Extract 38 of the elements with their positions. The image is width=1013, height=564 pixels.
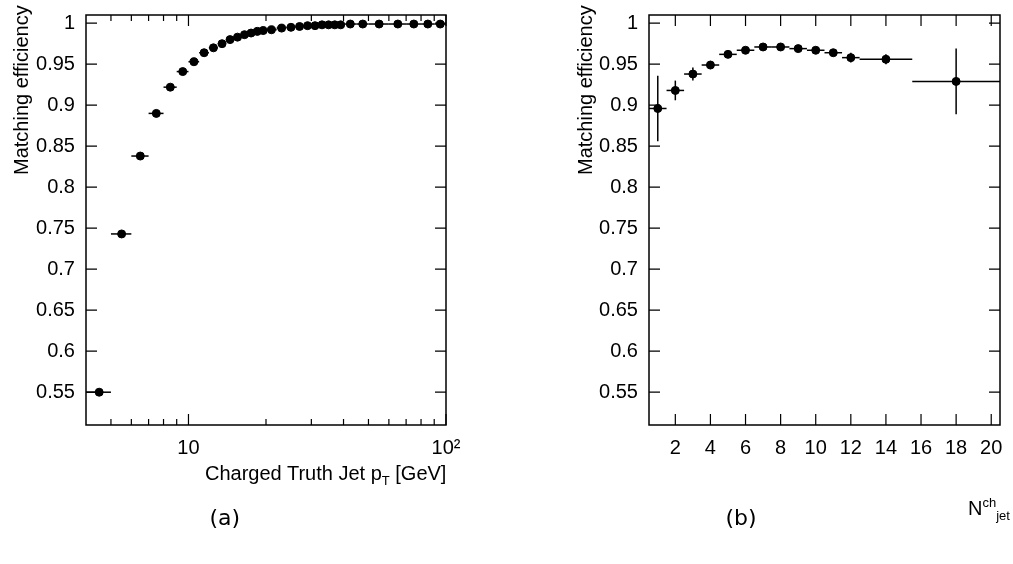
y-tick-label: 0.75 xyxy=(599,215,638,238)
x-tick-label: 12 xyxy=(839,435,862,458)
y-tick-label: 0.8 xyxy=(47,174,75,197)
x-tick-label: 4 xyxy=(704,435,716,458)
x-tick-label: 6 xyxy=(739,435,752,458)
x-axis-title: Charged Truth Jet p$_{T}$ [GeV] xyxy=(205,462,447,488)
x-tick-label: 16 xyxy=(909,435,933,458)
y-tick-label: 0.65 xyxy=(36,297,75,320)
x-tick-label: 14 xyxy=(874,435,898,458)
y-tick-label: 0.9 xyxy=(47,92,75,115)
x-tick-label: 8 xyxy=(775,435,787,458)
y-tick-label: 0.8 xyxy=(610,174,638,197)
y-tick-label: 0.95 xyxy=(36,51,75,74)
x-tick-label: 10 xyxy=(177,435,200,458)
point xyxy=(811,45,821,55)
x-tick-label: 18 xyxy=(945,435,968,458)
y-tick-label: 0.65 xyxy=(599,297,638,320)
y-tick-label: 0.85 xyxy=(599,133,638,156)
y-tick-label: 0.95 xyxy=(599,51,638,74)
text: (a) xyxy=(209,505,241,530)
y-tick-label: 0.7 xyxy=(47,256,75,279)
x-tick-label: 10 xyxy=(804,435,827,458)
y-tick-label: 0.9 xyxy=(610,92,638,115)
x-tick-label: 2 xyxy=(669,435,681,458)
text: (b) xyxy=(725,505,757,530)
y-tick-label: 1 xyxy=(626,10,638,33)
y-axis-title: Matching efficiency xyxy=(10,5,33,175)
y-tick-label: 0.6 xyxy=(610,338,638,361)
y-tick-label: 0.55 xyxy=(36,379,75,402)
y-tick-label: 0.85 xyxy=(36,133,75,156)
y-tick-label: 0.55 xyxy=(599,379,638,402)
y-tick-label: 0.7 xyxy=(610,256,638,279)
y-tick-label: 1 xyxy=(63,10,75,33)
y-tick-label: 0.6 xyxy=(47,338,75,361)
y-tick-label: 0.75 xyxy=(36,215,75,238)
y-axis-title: Matching efficiency xyxy=(574,5,597,175)
x-tick-label: 20 xyxy=(980,435,1003,458)
x-tick-label: 10² xyxy=(431,435,461,458)
